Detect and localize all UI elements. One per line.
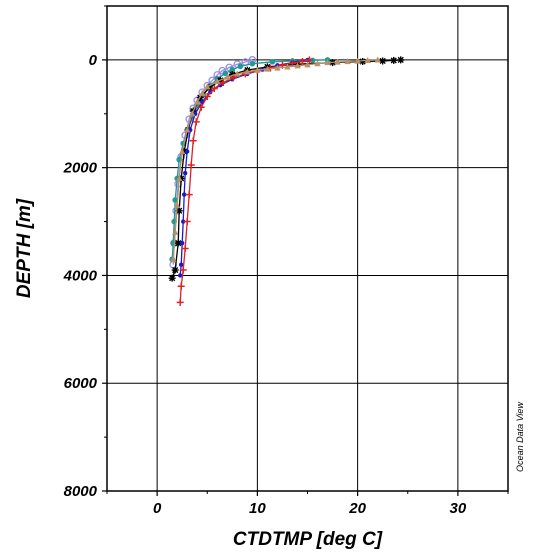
data-point xyxy=(173,201,181,208)
data-point xyxy=(179,240,185,246)
data-point xyxy=(187,161,195,169)
data-point xyxy=(192,118,200,126)
series-line xyxy=(171,59,328,260)
data-point xyxy=(224,73,231,80)
data-point xyxy=(178,148,186,155)
tick-labels: 0 10 20 30 0 2000 4000 6000 8000 xyxy=(63,5,509,517)
series-layer xyxy=(168,56,405,306)
watermark-text: Ocean Data View xyxy=(515,402,525,472)
x-tick-label: 30 xyxy=(450,500,467,517)
data-point xyxy=(254,66,261,73)
data-point xyxy=(274,64,281,71)
data-point xyxy=(397,56,405,64)
data-point xyxy=(203,93,211,101)
data-point xyxy=(264,65,271,72)
grid xyxy=(107,6,508,492)
data-point xyxy=(324,59,331,66)
data-point xyxy=(269,58,276,65)
data-point xyxy=(359,58,367,66)
data-point xyxy=(294,62,301,69)
plot-frame xyxy=(106,5,509,492)
y-tick-label: 0 xyxy=(89,52,98,69)
data-point xyxy=(194,98,201,105)
data-point xyxy=(178,262,184,267)
data-point xyxy=(189,137,197,145)
data-point xyxy=(288,59,296,67)
data-point xyxy=(364,57,371,64)
y-tick-label: 6000 xyxy=(64,375,98,392)
x-tick-label: 20 xyxy=(348,500,366,517)
data-point xyxy=(390,56,398,64)
data-point xyxy=(180,219,186,224)
data-point xyxy=(176,298,184,306)
series-5 xyxy=(176,56,314,306)
data-point xyxy=(222,70,229,77)
data-point xyxy=(249,60,256,67)
x-axis-title: CTDTMP [deg C] xyxy=(233,529,383,550)
data-point xyxy=(228,70,236,78)
data-point xyxy=(181,245,189,252)
data-point xyxy=(189,110,196,117)
data-point xyxy=(169,255,177,262)
data-point xyxy=(229,66,236,73)
series-line xyxy=(171,59,401,279)
data-point xyxy=(174,239,182,247)
data-point xyxy=(181,192,187,197)
data-point xyxy=(284,63,291,70)
y-tick-label: 8000 xyxy=(64,483,98,500)
data-point xyxy=(180,148,188,155)
data-point xyxy=(184,126,191,133)
data-point xyxy=(171,266,179,274)
data-point xyxy=(374,56,381,63)
y-tick-label: 2000 xyxy=(63,160,98,177)
data-point xyxy=(177,273,183,278)
series-6 xyxy=(169,56,381,262)
data-point xyxy=(210,84,218,92)
data-point xyxy=(304,61,311,68)
data-point xyxy=(168,274,176,282)
data-point xyxy=(214,78,221,85)
data-point xyxy=(177,282,185,290)
data-point xyxy=(314,60,321,67)
series-2 xyxy=(169,57,331,263)
data-point xyxy=(354,57,361,64)
data-point xyxy=(306,56,314,64)
data-point xyxy=(298,58,306,66)
data-point xyxy=(171,228,179,235)
data-point xyxy=(197,103,205,111)
data-point xyxy=(204,83,211,90)
data-point xyxy=(185,149,190,154)
data-point xyxy=(175,207,183,215)
data-point xyxy=(185,191,193,199)
data-point xyxy=(172,197,178,203)
data-point xyxy=(177,174,185,182)
data-point xyxy=(175,175,183,182)
data-point xyxy=(199,89,206,96)
data-point xyxy=(234,70,241,77)
data-point xyxy=(344,58,351,65)
data-point xyxy=(183,218,191,226)
data-point xyxy=(179,266,187,274)
data-point xyxy=(237,63,244,70)
data-point xyxy=(244,68,251,75)
data-point xyxy=(334,58,341,65)
data-point xyxy=(379,57,387,65)
y-tick-label: 4000 xyxy=(63,267,98,284)
x-tick-label: 0 xyxy=(153,500,162,517)
data-point xyxy=(182,170,188,176)
x-tick-label: 10 xyxy=(249,500,266,517)
data-point xyxy=(219,79,227,87)
y-axis-title: DEPTH [m] xyxy=(14,198,35,298)
